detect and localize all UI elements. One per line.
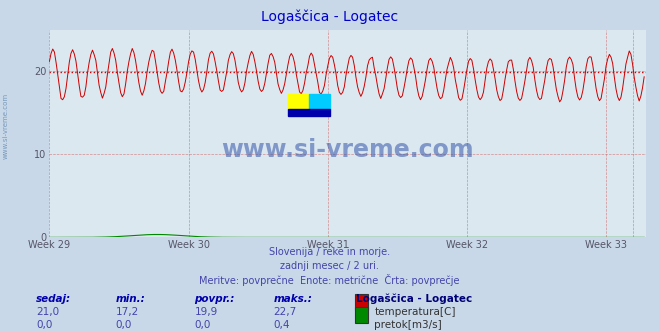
Text: 19,9: 19,9 (194, 307, 217, 317)
Text: 17,2: 17,2 (115, 307, 138, 317)
Text: temperatura[C]: temperatura[C] (374, 307, 456, 317)
Text: 0,0: 0,0 (115, 320, 132, 330)
Text: pretok[m3/s]: pretok[m3/s] (374, 320, 442, 330)
Text: zadnji mesec / 2 uri.: zadnji mesec / 2 uri. (280, 261, 379, 271)
Text: 21,0: 21,0 (36, 307, 59, 317)
Text: Logaščica - Logatec: Logaščica - Logatec (356, 294, 472, 304)
Text: min.:: min.: (115, 294, 145, 304)
Bar (288, 94, 309, 109)
Text: www.si-vreme.com: www.si-vreme.com (2, 93, 9, 159)
Text: 22,7: 22,7 (273, 307, 297, 317)
Text: Logaščica - Logatec: Logaščica - Logatec (261, 10, 398, 25)
Text: povpr.:: povpr.: (194, 294, 235, 304)
Text: www.si-vreme.com: www.si-vreme.com (221, 138, 474, 162)
Text: 0,4: 0,4 (273, 320, 290, 330)
Text: Meritve: povprečne  Enote: metrične  Črta: povprečje: Meritve: povprečne Enote: metrične Črta:… (199, 274, 460, 286)
Bar (288, 109, 330, 116)
Text: maks.:: maks.: (273, 294, 312, 304)
Text: Slovenija / reke in morje.: Slovenija / reke in morje. (269, 247, 390, 257)
Bar (309, 94, 330, 109)
Text: 0,0: 0,0 (36, 320, 53, 330)
Text: sedaj:: sedaj: (36, 294, 71, 304)
Text: 0,0: 0,0 (194, 320, 211, 330)
